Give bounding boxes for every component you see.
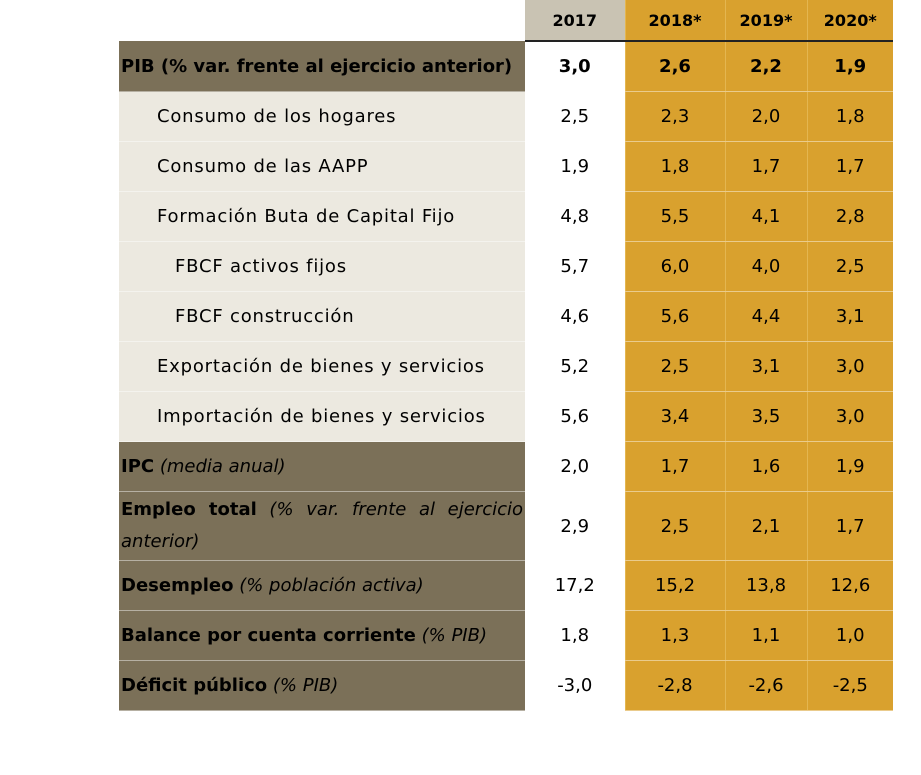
- cell-value: 1,0: [806, 610, 893, 661]
- cell-value: 5,6: [624, 291, 725, 342]
- table-row: FBCF construcción 4,6 5,6 4,4 3,1: [119, 291, 893, 342]
- row-label: Empleo total (% var. frente al ejercicio…: [119, 491, 525, 561]
- table-row: Déficit público (% PIB) -3,0 -2,8 -2,6 -…: [119, 660, 893, 711]
- cell-value: 1,8: [806, 91, 893, 142]
- row-label: Desempleo (% población activa): [119, 560, 525, 611]
- cell-value: 3,1: [724, 341, 807, 392]
- forecast-table: 2017 2018* 2019* 2020* PIB (% var. frent…: [119, 0, 893, 711]
- cell-value: 4,6: [525, 291, 625, 342]
- cell-value: 1,9: [806, 41, 893, 92]
- cell-value: 5,5: [624, 191, 725, 242]
- cell-value: 1,9: [525, 141, 625, 192]
- row-label: Importación de bienes y servicios: [119, 391, 525, 442]
- row-label: FBCF construcción: [119, 291, 525, 342]
- row-label: Consumo de las AAPP: [119, 141, 525, 192]
- cell-value: -2,5: [806, 660, 893, 711]
- cell-value: 1,6: [724, 441, 807, 492]
- cell-value: 15,2: [624, 560, 725, 611]
- cell-value: 2,5: [624, 491, 725, 561]
- cell-value: 2,5: [624, 341, 725, 392]
- cell-value: 1,7: [624, 441, 725, 492]
- header-blank: [119, 0, 525, 41]
- table-row: Desempleo (% población activa) 17,2 15,2…: [119, 560, 893, 611]
- cell-value: 4,4: [724, 291, 807, 342]
- row-label: Consumo de los hogares: [119, 91, 525, 142]
- row-label-italic: (% var. frente al ejercicio anterior): [121, 499, 524, 552]
- row-label: IPC (media anual): [119, 441, 525, 492]
- cell-value: 4,8: [525, 191, 625, 242]
- cell-value: 12,6: [806, 560, 893, 611]
- cell-value: 2,1: [724, 491, 807, 561]
- table-row: Consumo de las AAPP 1,9 1,8 1,7 1,7: [119, 141, 893, 192]
- cell-value: 3,1: [806, 291, 893, 342]
- header-year: 2019*: [724, 0, 807, 42]
- row-label-bold: Desempleo: [121, 575, 234, 596]
- cell-value: 3,0: [525, 41, 625, 92]
- cell-value: 13,8: [724, 560, 807, 611]
- row-label: Formación Buta de Capital Fijo: [119, 191, 525, 242]
- cell-value: -2,8: [624, 660, 725, 711]
- header-row: 2017 2018* 2019* 2020*: [119, 0, 893, 42]
- cell-value: 1,3: [624, 610, 725, 661]
- row-label-italic: (% PIB): [421, 625, 487, 646]
- cell-value: 3,5: [724, 391, 807, 442]
- cell-value: 1,8: [624, 141, 725, 192]
- cell-value: 1,7: [806, 141, 893, 192]
- cell-value: 2,5: [806, 241, 893, 292]
- cell-value: 5,2: [525, 341, 625, 392]
- cell-value: 2,3: [624, 91, 725, 142]
- header-year: 2017: [525, 0, 625, 42]
- row-label-bold: Balance por cuenta corriente: [121, 625, 416, 646]
- header-year: 2020*: [806, 0, 893, 42]
- cell-value: 1,9: [806, 441, 893, 492]
- cell-value: 3,4: [624, 391, 725, 442]
- cell-value: 3,0: [806, 341, 893, 392]
- row-label: Exportación de bienes y servicios: [119, 341, 525, 392]
- cell-value: 2,5: [525, 91, 625, 142]
- cell-value: 2,0: [525, 441, 625, 492]
- cell-value: 1,7: [806, 491, 893, 561]
- row-label: Déficit público (% PIB): [119, 660, 525, 711]
- cell-value: 2,6: [624, 41, 725, 92]
- cell-value: 6,0: [624, 241, 725, 292]
- cell-value: 4,0: [724, 241, 807, 292]
- table-row: FBCF activos fijos 5,7 6,0 4,0 2,5: [119, 241, 893, 292]
- cell-value: 3,0: [806, 391, 893, 442]
- cell-value: 2,0: [724, 91, 807, 142]
- cell-value: 2,9: [525, 491, 625, 561]
- row-label-bold: Déficit público: [121, 675, 268, 696]
- row-label: FBCF activos fijos: [119, 241, 525, 292]
- row-label-bold: Empleo total: [121, 499, 257, 520]
- table-row: Formación Buta de Capital Fijo 4,8 5,5 4…: [119, 191, 893, 242]
- row-label-italic: (% población activa): [239, 575, 424, 596]
- cell-value: -2,6: [724, 660, 807, 711]
- row-label-italic: (% PIB): [272, 675, 339, 696]
- row-label-bold: IPC: [121, 456, 155, 477]
- row-label-italic: (media anual): [159, 456, 286, 477]
- table-row: Consumo de los hogares 2,5 2,3 2,0 1,8: [119, 91, 893, 142]
- row-label: PIB (% var. frente al ejercicio anterior…: [119, 41, 525, 92]
- table-row: Exportación de bienes y servicios 5,2 2,…: [119, 341, 893, 392]
- cell-value: 1,7: [724, 141, 807, 192]
- table-row: Empleo total (% var. frente al ejercicio…: [119, 491, 893, 561]
- cell-value: 5,7: [525, 241, 625, 292]
- table-row: PIB (% var. frente al ejercicio anterior…: [119, 41, 893, 92]
- table-row: Balance por cuenta corriente (% PIB) 1,8…: [119, 610, 893, 661]
- cell-value: -3,0: [525, 660, 625, 711]
- row-label: Balance por cuenta corriente (% PIB): [119, 610, 525, 661]
- cell-value: 2,2: [724, 41, 807, 92]
- cell-value: 4,1: [724, 191, 807, 242]
- cell-value: 5,6: [525, 391, 625, 442]
- cell-value: 1,8: [525, 610, 625, 661]
- header-year: 2018*: [624, 0, 725, 42]
- cell-value: 17,2: [525, 560, 625, 611]
- table-row: IPC (media anual) 2,0 1,7 1,6 1,9: [119, 441, 893, 492]
- table-row: Importación de bienes y servicios 5,6 3,…: [119, 391, 893, 442]
- cell-value: 2,8: [806, 191, 893, 242]
- cell-value: 1,1: [724, 610, 807, 661]
